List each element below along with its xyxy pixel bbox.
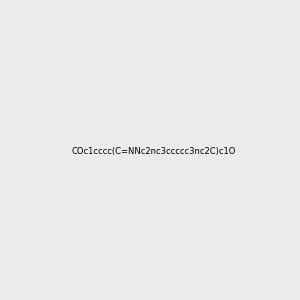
Text: COc1cccc(C=NNc2nc3ccccc3nc2C)c1O: COc1cccc(C=NNc2nc3ccccc3nc2C)c1O (72, 147, 236, 156)
